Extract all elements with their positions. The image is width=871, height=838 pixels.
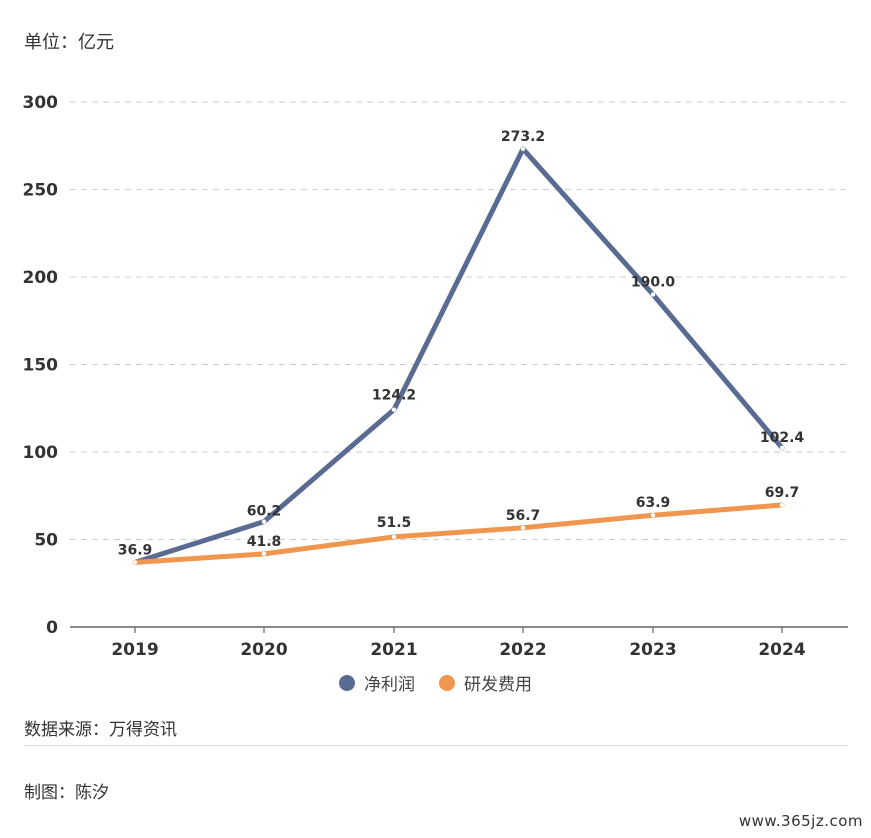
x-tick-label: 2022	[499, 640, 546, 660]
x-tick-label: 2019	[111, 640, 158, 660]
series-lines	[132, 146, 785, 565]
data-label: 190.0	[631, 275, 676, 291]
x-axis-ticks: 2019 2020 2021 2022 2023 2024	[111, 627, 806, 660]
data-point[interactable]	[779, 502, 785, 508]
unit-label: 单位：亿元	[24, 32, 114, 53]
y-tick-label: 100	[23, 443, 59, 463]
series-line-0	[132, 146, 785, 565]
data-label: 36.9	[118, 542, 153, 558]
data-labels: 36.9 60.2 124.2 273.2 190.0 102.4 41.8 51.5 56.7…	[118, 129, 805, 559]
x-tick-label: 2023	[629, 640, 676, 660]
watermark: www.365jz.com	[738, 812, 863, 830]
data-point[interactable]	[650, 292, 656, 297]
source-label: 数据来源：万得资讯	[24, 720, 177, 740]
data-label: 63.9	[636, 495, 671, 511]
data-point[interactable]	[520, 146, 526, 152]
data-label: 69.7	[765, 485, 800, 501]
data-point[interactable]	[261, 551, 267, 557]
x-tick-label: 2021	[370, 640, 417, 660]
data-label: 51.5	[377, 515, 412, 531]
y-tick-label: 200	[23, 268, 59, 288]
legend-swatch-net-profit	[339, 674, 355, 691]
data-label: 102.4	[760, 430, 805, 446]
legend-label-rd-expense: 研发费用	[464, 675, 532, 695]
legend-label-net-profit: 净利润	[364, 675, 415, 695]
data-point[interactable]	[391, 534, 397, 540]
x-tick-label: 2020	[240, 640, 287, 660]
data-point[interactable]	[132, 560, 138, 565]
data-point[interactable]	[779, 445, 785, 450]
y-tick-label: 150	[23, 356, 59, 376]
x-tick-label: 2024	[758, 640, 805, 660]
data-point[interactable]	[650, 512, 656, 518]
data-label: 273.2	[501, 129, 545, 145]
author-label: 制图：陈汐	[24, 783, 109, 803]
grid-lines	[70, 101, 848, 540]
data-point[interactable]	[261, 519, 267, 524]
series-line-1	[132, 502, 785, 565]
data-label: 41.8	[247, 534, 282, 550]
y-tick-label: 50	[34, 531, 58, 551]
legend-item-rd-expense[interactable]: 研发费用	[439, 670, 532, 695]
y-axis-ticks: 0 50 100 150 200 250 300	[23, 93, 59, 638]
data-point[interactable]	[520, 525, 526, 530]
legend-item-net-profit[interactable]: 净利润	[339, 670, 415, 695]
data-point[interactable]	[391, 407, 397, 412]
legend-swatch-rd-expense	[439, 674, 455, 691]
data-label: 124.2	[372, 388, 416, 404]
divider	[24, 745, 848, 746]
y-tick-label: 250	[23, 181, 59, 201]
legend: 净利润 研发费用	[0, 670, 871, 695]
y-tick-label: 300	[23, 93, 59, 113]
data-label: 60.2	[247, 504, 282, 520]
data-label: 56.7	[506, 508, 541, 524]
y-tick-label: 0	[46, 618, 58, 638]
